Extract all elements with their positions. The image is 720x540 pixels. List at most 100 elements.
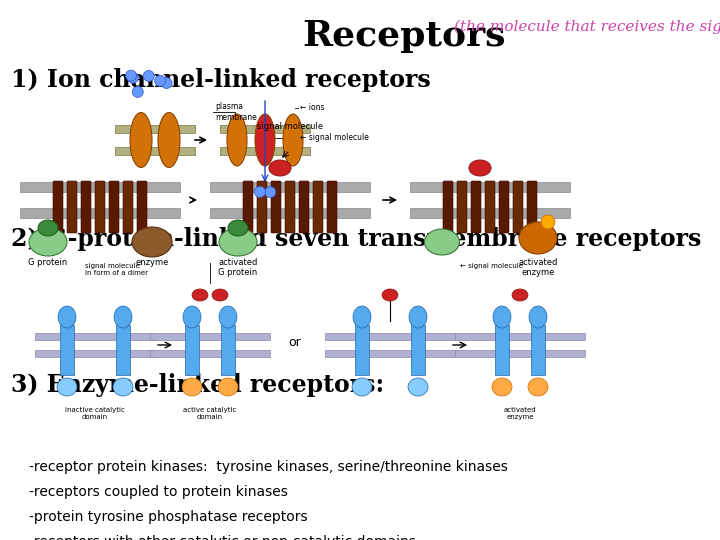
- Ellipse shape: [382, 289, 398, 301]
- Bar: [410, 208, 570, 218]
- Ellipse shape: [218, 378, 238, 396]
- Bar: [495, 325, 509, 375]
- Bar: [325, 350, 455, 357]
- FancyBboxPatch shape: [109, 181, 119, 233]
- Bar: [455, 350, 585, 357]
- Bar: [355, 325, 369, 375]
- Text: 1) Ion channel-linked receptors: 1) Ion channel-linked receptors: [11, 68, 431, 91]
- Text: 3) Enzyme-linked receptors:: 3) Enzyme-linked receptors:: [11, 373, 384, 396]
- Text: G protein: G protein: [28, 258, 68, 267]
- Bar: [531, 325, 545, 375]
- Bar: [221, 325, 235, 375]
- Ellipse shape: [409, 306, 427, 328]
- Bar: [455, 333, 585, 340]
- FancyBboxPatch shape: [123, 181, 133, 233]
- FancyBboxPatch shape: [499, 181, 509, 233]
- Circle shape: [125, 70, 137, 81]
- FancyBboxPatch shape: [81, 181, 91, 233]
- Bar: [411, 325, 425, 375]
- Ellipse shape: [58, 306, 76, 328]
- Ellipse shape: [192, 289, 208, 301]
- Text: signal molecule
in form of a dimer: signal molecule in form of a dimer: [85, 263, 148, 276]
- Bar: [410, 182, 570, 192]
- Circle shape: [254, 186, 266, 197]
- Bar: [150, 333, 270, 340]
- Text: ← ions: ← ions: [300, 104, 325, 112]
- FancyBboxPatch shape: [443, 181, 453, 233]
- Bar: [35, 333, 155, 340]
- Ellipse shape: [255, 114, 275, 166]
- FancyBboxPatch shape: [327, 181, 337, 233]
- Ellipse shape: [528, 378, 548, 396]
- Text: enzyme: enzyme: [135, 258, 168, 267]
- Text: activated
enzyme: activated enzyme: [504, 407, 536, 420]
- Text: -receptor protein kinases:  tyrosine kinases, serine/threonine kinases: -receptor protein kinases: tyrosine kina…: [29, 460, 508, 474]
- Text: (the molecule that receives the signal): (the molecule that receives the signal): [454, 20, 720, 35]
- Ellipse shape: [228, 220, 248, 236]
- Text: ← signal molecule: ← signal molecule: [460, 263, 523, 269]
- FancyBboxPatch shape: [137, 181, 147, 233]
- FancyBboxPatch shape: [271, 181, 281, 233]
- Text: 2) G-protein-linked seven transmembrane receptors: 2) G-protein-linked seven transmembrane …: [11, 227, 701, 251]
- Ellipse shape: [219, 228, 257, 256]
- Circle shape: [143, 71, 154, 82]
- Text: activated
G protein: activated G protein: [218, 258, 258, 278]
- FancyBboxPatch shape: [513, 181, 523, 233]
- Ellipse shape: [227, 114, 247, 166]
- Bar: [60, 325, 74, 375]
- Ellipse shape: [132, 227, 172, 257]
- Ellipse shape: [38, 220, 58, 236]
- FancyBboxPatch shape: [299, 181, 309, 233]
- Bar: [115, 147, 195, 155]
- Bar: [20, 182, 180, 192]
- FancyBboxPatch shape: [243, 181, 253, 233]
- Bar: [210, 208, 370, 218]
- Ellipse shape: [353, 306, 371, 328]
- Bar: [20, 208, 180, 218]
- Text: -receptors coupled to protein kinases: -receptors coupled to protein kinases: [29, 485, 288, 499]
- Bar: [325, 333, 455, 340]
- Text: or: or: [289, 336, 302, 349]
- Text: activated
enzyme: activated enzyme: [518, 258, 558, 278]
- Bar: [116, 325, 130, 375]
- Circle shape: [127, 72, 138, 83]
- Text: -receptors with other catalytic or non-catalytic domains: -receptors with other catalytic or non-c…: [29, 535, 415, 540]
- Ellipse shape: [283, 114, 303, 166]
- Ellipse shape: [425, 229, 459, 255]
- FancyBboxPatch shape: [471, 181, 481, 233]
- Ellipse shape: [29, 228, 67, 256]
- Bar: [150, 350, 270, 357]
- Circle shape: [265, 187, 276, 198]
- Ellipse shape: [529, 306, 547, 328]
- Bar: [115, 125, 195, 133]
- Circle shape: [132, 86, 143, 97]
- Bar: [35, 350, 155, 357]
- Ellipse shape: [158, 112, 180, 167]
- Ellipse shape: [269, 160, 291, 176]
- Ellipse shape: [114, 306, 132, 328]
- Bar: [220, 125, 310, 133]
- Ellipse shape: [130, 112, 152, 167]
- Text: Receptors: Receptors: [302, 19, 506, 53]
- FancyBboxPatch shape: [95, 181, 105, 233]
- FancyBboxPatch shape: [257, 181, 267, 233]
- Text: inactive catalytic
domain: inactive catalytic domain: [65, 407, 125, 420]
- FancyBboxPatch shape: [285, 181, 295, 233]
- FancyBboxPatch shape: [67, 181, 77, 233]
- Ellipse shape: [541, 215, 555, 229]
- Ellipse shape: [183, 306, 201, 328]
- Bar: [220, 147, 310, 155]
- FancyBboxPatch shape: [485, 181, 495, 233]
- Ellipse shape: [182, 378, 202, 396]
- FancyBboxPatch shape: [457, 181, 467, 233]
- Ellipse shape: [493, 306, 511, 328]
- Ellipse shape: [519, 222, 557, 254]
- Text: plasma
membrane: plasma membrane: [215, 102, 257, 122]
- Text: active catalytic
domain: active catalytic domain: [184, 407, 237, 420]
- Circle shape: [161, 78, 172, 89]
- Ellipse shape: [219, 306, 237, 328]
- Ellipse shape: [512, 289, 528, 301]
- Text: signal molecule: signal molecule: [257, 122, 323, 131]
- Text: -protein tyrosine phosphatase receptors: -protein tyrosine phosphatase receptors: [29, 510, 307, 524]
- FancyBboxPatch shape: [313, 181, 323, 233]
